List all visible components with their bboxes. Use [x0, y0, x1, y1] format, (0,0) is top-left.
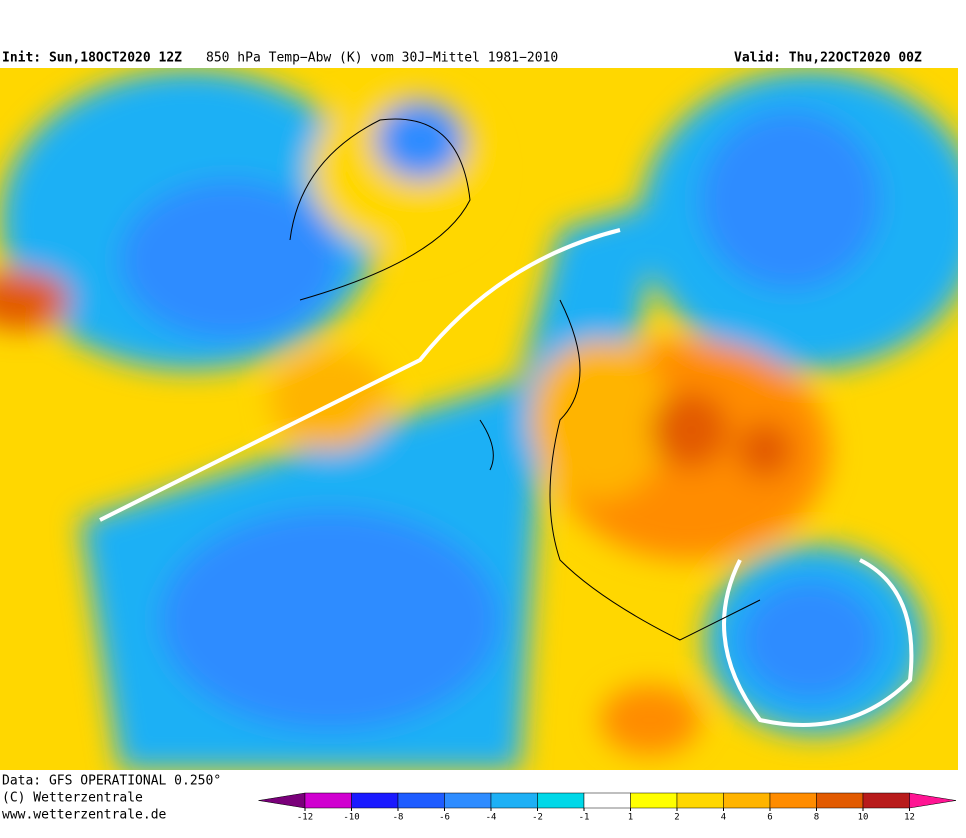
colorbar-box	[676, 792, 724, 809]
colorbar-tick-label: 4	[721, 813, 726, 823]
colorbar-box	[490, 792, 538, 809]
data-source: Data: GFS OPERATIONAL 0.250°	[2, 774, 221, 789]
colorbar-tick-label: 6	[767, 813, 772, 823]
colorbar-box	[862, 792, 910, 809]
colorbar: -12 -10 -8 -6 -4 -2 -1 1 2 4 6 8 10 12	[258, 792, 957, 823]
colorbar-box	[351, 792, 399, 809]
map	[0, 68, 958, 770]
colorbar-tick-label: -2	[532, 813, 543, 823]
valid-time: Valid: Thu,22OCT2020 00Z	[734, 51, 922, 66]
colorbar-box	[769, 792, 817, 809]
colorbar-tick-label: -8	[393, 813, 404, 823]
map-title: 850 hPa Temp−Abw (K) vom 30J−Mittel 1981…	[206, 51, 558, 66]
colorbar-tick-label: 2	[674, 813, 679, 823]
init-time: Init: Sun,18OCT2020 12Z	[2, 51, 182, 66]
colorbar-box	[630, 792, 678, 809]
colorbar-tick-label: -4	[486, 813, 497, 823]
colorbar-tick-label: -1	[579, 813, 590, 823]
colorbar-tick-label: -6	[439, 813, 450, 823]
colorbar-tick-label: -10	[343, 813, 359, 823]
colorbar-tick-label: 10	[858, 813, 869, 823]
colorbar-tick-label: -12	[297, 813, 313, 823]
colorbar-arrow-low	[258, 792, 306, 809]
colorbar-arrow-high	[909, 792, 957, 809]
colorbar-box	[583, 792, 631, 809]
colorbar-box	[304, 792, 352, 809]
colorbar-tick-label: 1	[628, 813, 633, 823]
copyright: (C) Wetterzentrale	[2, 791, 143, 806]
colorbar-tick-label: 8	[814, 813, 819, 823]
colorbar-box	[723, 792, 771, 809]
url: www.wetterzentrale.de	[2, 808, 167, 823]
colorbar-box	[816, 792, 864, 809]
colorbar-box	[537, 792, 585, 809]
colorbar-box	[397, 792, 445, 809]
colorbar-box	[444, 792, 492, 809]
colorbar-tick-label: 12	[904, 813, 915, 823]
